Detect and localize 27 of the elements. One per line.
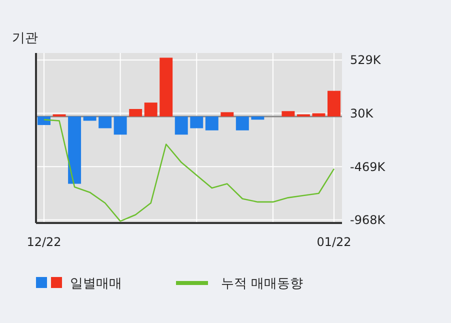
- line-series: [43, 119, 335, 222]
- bar: [38, 116, 50, 126]
- bar: [251, 116, 264, 120]
- bar: [205, 116, 218, 130]
- chart-title: 기관: [12, 31, 38, 46]
- bar: [160, 58, 173, 116]
- bar: [174, 116, 188, 135]
- y-tick-label: -968K: [350, 213, 386, 228]
- legend-label: 일별매매: [70, 276, 122, 292]
- bar: [144, 102, 158, 116]
- bar: [236, 116, 249, 130]
- x-tick-label: 01/22: [316, 235, 352, 249]
- y-tick-label: 30K: [350, 106, 374, 120]
- bar: [114, 116, 127, 135]
- bar: [98, 116, 112, 128]
- y-tick-label: 529K: [350, 53, 382, 68]
- bar: [190, 116, 204, 128]
- y-tick-label: -469K: [350, 160, 386, 174]
- bar: [83, 116, 96, 121]
- bar: [220, 112, 234, 116]
- bar: [328, 90, 340, 116]
- x-tick-label: 12/22: [26, 235, 62, 249]
- bar: [129, 108, 142, 116]
- legend-label: 누적 매매동향: [221, 276, 304, 292]
- bar: [282, 111, 295, 116]
- bar: [68, 116, 82, 184]
- bar: [312, 113, 326, 116]
